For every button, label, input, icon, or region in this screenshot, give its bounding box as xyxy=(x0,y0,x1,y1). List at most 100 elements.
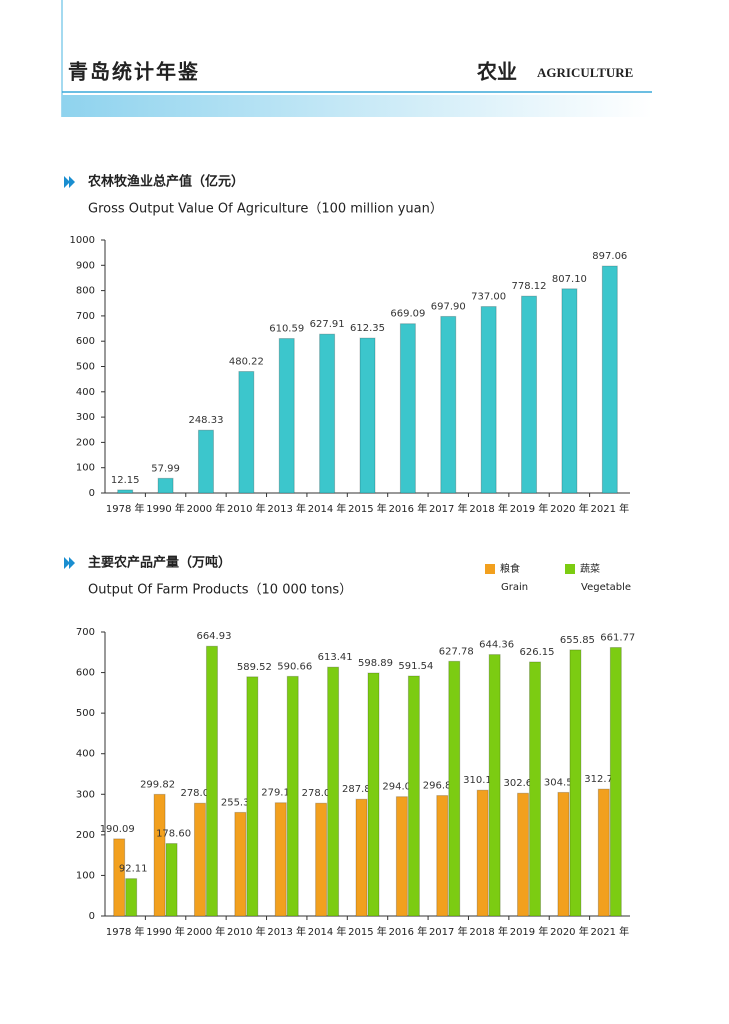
y-tick-label: 700 xyxy=(76,311,95,322)
bar xyxy=(521,295,538,494)
x-tick-label: 2018 年 xyxy=(469,502,508,515)
value-label: 613.41 xyxy=(318,652,353,663)
y-tick-label: 500 xyxy=(76,362,95,373)
y-tick-label: 700 xyxy=(76,627,95,638)
chart-title: 农林牧渔业总产值（亿元） xyxy=(87,174,244,190)
x-tick-label: 2019 年 xyxy=(510,502,549,515)
bar xyxy=(436,795,449,917)
y-tick-label: 300 xyxy=(76,789,95,800)
value-label: 278.02 xyxy=(302,788,337,799)
value-label: 255.37 xyxy=(221,797,256,808)
y-tick-label: 0 xyxy=(89,911,95,922)
bar xyxy=(601,265,618,494)
bar xyxy=(569,649,582,917)
value-label: 296.89 xyxy=(423,781,458,792)
value-label: 627.78 xyxy=(439,646,474,657)
bar xyxy=(315,802,328,917)
y-tick-label: 1000 xyxy=(70,235,95,246)
bar xyxy=(557,791,570,917)
bar xyxy=(407,675,420,917)
y-tick-label: 300 xyxy=(76,412,95,423)
value-label: 598.89 xyxy=(358,658,393,669)
value-label: 644.36 xyxy=(479,640,514,651)
header-section-en: AGRICULTURE xyxy=(537,65,633,80)
bar xyxy=(197,429,214,494)
x-tick-label: 2010 年 xyxy=(227,925,266,938)
x-tick-label: 2019 年 xyxy=(510,925,549,938)
bar xyxy=(125,878,138,917)
y-tick-label: 600 xyxy=(76,668,95,679)
value-label: 661.77 xyxy=(600,633,635,644)
y-tick-label: 800 xyxy=(76,286,95,297)
x-tick-label: 2013 年 xyxy=(267,925,306,938)
bar xyxy=(448,660,461,917)
value-label: 12.15 xyxy=(111,475,140,486)
value-label: 807.10 xyxy=(552,274,587,285)
value-label: 697.90 xyxy=(431,301,466,312)
bar xyxy=(480,306,497,494)
x-tick-label: 2014 年 xyxy=(308,925,347,938)
value-label: 57.99 xyxy=(151,463,180,474)
value-label: 612.35 xyxy=(350,323,385,334)
x-tick-label: 2021 年 xyxy=(590,502,629,515)
bar xyxy=(327,666,340,917)
x-tick-label: 2014 年 xyxy=(308,502,347,515)
y-tick-label: 600 xyxy=(76,336,95,347)
bar xyxy=(193,802,206,917)
bar xyxy=(440,315,457,494)
header-band xyxy=(62,95,652,117)
x-tick-label: 1990 年 xyxy=(146,925,185,938)
x-tick-label: 2016 年 xyxy=(389,925,428,938)
x-tick-label: 2021 年 xyxy=(590,925,629,938)
value-label: 304.58 xyxy=(544,777,579,788)
x-tick-label: 2016 年 xyxy=(389,502,428,515)
y-tick-label: 500 xyxy=(76,708,95,719)
value-label: 897.06 xyxy=(592,251,627,262)
bar xyxy=(488,654,501,917)
y-tick-label: 200 xyxy=(76,830,95,841)
bar xyxy=(238,371,255,494)
value-label: 737.00 xyxy=(471,292,506,303)
value-label: 589.52 xyxy=(237,662,272,673)
bar xyxy=(234,811,247,917)
legend-label-en: Grain xyxy=(501,582,528,593)
value-label: 664.93 xyxy=(196,631,231,642)
value-label: 178.60 xyxy=(156,829,191,840)
x-tick-label: 2015 年 xyxy=(348,502,387,515)
value-label: 591.54 xyxy=(398,661,433,672)
bar xyxy=(157,477,174,494)
x-tick-label: 2020 年 xyxy=(550,925,589,938)
bar xyxy=(399,323,416,494)
x-tick-label: 2020 年 xyxy=(550,502,589,515)
legend-swatch xyxy=(565,564,575,574)
header-title: 青岛统计年鉴 xyxy=(68,60,200,84)
title-icon xyxy=(64,176,75,188)
legend-label: 蔬菜 xyxy=(580,563,600,575)
value-label: 287.81 xyxy=(342,784,377,795)
y-tick-label: 0 xyxy=(89,488,95,499)
value-label: 312.77 xyxy=(584,774,619,785)
bar xyxy=(274,802,287,917)
x-tick-label: 2000 年 xyxy=(187,502,226,515)
value-label: 299.82 xyxy=(140,779,175,790)
y-tick-label: 100 xyxy=(76,870,95,881)
value-label: 302.61 xyxy=(504,778,539,789)
value-label: 279.18 xyxy=(261,788,296,799)
bar xyxy=(355,798,368,917)
value-label: 626.15 xyxy=(520,647,555,658)
bar xyxy=(113,838,126,917)
bar xyxy=(561,288,578,494)
x-tick-label: 1978 年 xyxy=(106,925,145,938)
bar xyxy=(319,333,336,494)
x-tick-label: 2000 年 xyxy=(187,925,226,938)
bar xyxy=(517,792,530,917)
bar xyxy=(609,647,622,917)
legend-label-en: Vegetable xyxy=(581,582,631,593)
header-section: 农业 xyxy=(476,60,517,84)
y-tick-label: 900 xyxy=(76,260,95,271)
title-icon xyxy=(64,557,75,569)
legend-label: 粮食 xyxy=(500,562,520,575)
x-tick-label: 2018 年 xyxy=(469,925,508,938)
value-label: 669.09 xyxy=(390,309,425,320)
